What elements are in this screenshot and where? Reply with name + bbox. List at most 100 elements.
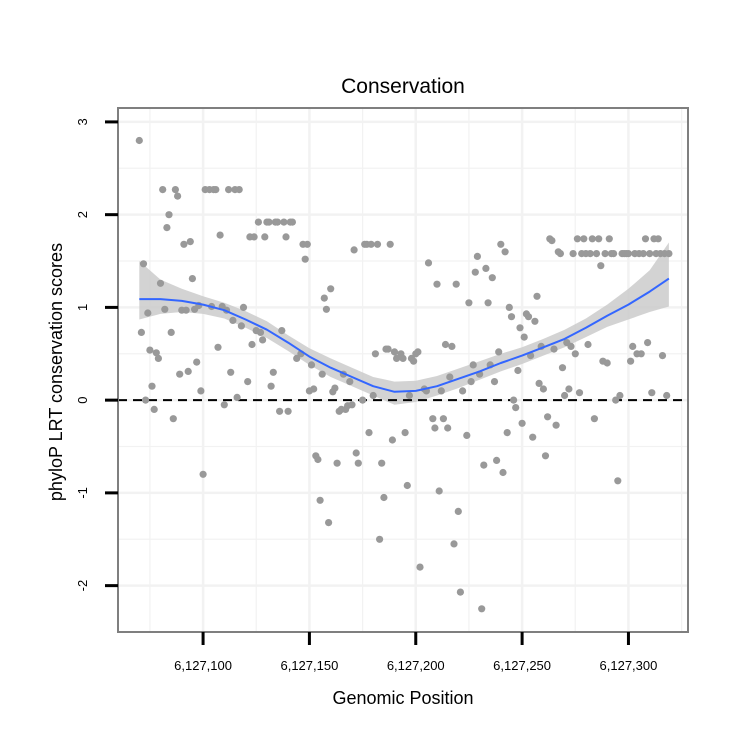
data-point bbox=[186, 238, 194, 246]
data-point bbox=[478, 605, 486, 613]
data-point bbox=[325, 519, 333, 527]
data-point bbox=[518, 419, 526, 427]
data-point bbox=[229, 316, 237, 324]
data-point bbox=[380, 493, 388, 502]
data-point bbox=[320, 294, 328, 302]
data-point bbox=[665, 250, 673, 258]
data-point bbox=[410, 357, 418, 365]
data-point bbox=[452, 280, 460, 288]
data-point bbox=[401, 429, 409, 437]
data-point bbox=[431, 424, 439, 432]
data-point bbox=[654, 235, 662, 243]
data-point bbox=[288, 218, 296, 226]
data-point bbox=[318, 370, 326, 378]
data-point bbox=[165, 211, 173, 219]
data-point bbox=[471, 268, 479, 276]
data-point bbox=[658, 352, 667, 360]
x-tick-label: 6,127,150 bbox=[280, 658, 338, 673]
data-point bbox=[301, 255, 309, 263]
data-point bbox=[465, 299, 473, 307]
data-point bbox=[184, 367, 192, 375]
data-point bbox=[552, 421, 560, 429]
data-point bbox=[588, 235, 596, 243]
data-point bbox=[565, 385, 573, 393]
data-point bbox=[171, 186, 179, 194]
data-point bbox=[233, 393, 241, 401]
data-point bbox=[648, 389, 656, 397]
data-point bbox=[135, 136, 143, 145]
data-point bbox=[556, 250, 565, 258]
data-point bbox=[265, 218, 273, 226]
data-point bbox=[176, 370, 184, 378]
data-point bbox=[509, 396, 518, 404]
data-point bbox=[154, 354, 162, 362]
data-point bbox=[244, 378, 252, 386]
data-point bbox=[601, 250, 609, 258]
data-point bbox=[605, 235, 613, 243]
data-point bbox=[310, 385, 318, 393]
data-point bbox=[373, 240, 382, 248]
data-point bbox=[284, 407, 292, 415]
data-point bbox=[429, 415, 437, 423]
data-point bbox=[167, 328, 175, 336]
data-point bbox=[139, 260, 148, 268]
data-point bbox=[454, 507, 462, 515]
data-point bbox=[558, 364, 567, 372]
data-point bbox=[529, 433, 537, 441]
data-point bbox=[416, 563, 424, 571]
data-point bbox=[174, 192, 182, 200]
data-point bbox=[482, 264, 490, 272]
data-point bbox=[367, 240, 375, 248]
data-point bbox=[146, 346, 154, 354]
data-point bbox=[399, 354, 407, 362]
data-point bbox=[278, 327, 286, 335]
data-point bbox=[507, 313, 516, 321]
data-point bbox=[269, 368, 277, 376]
data-point bbox=[446, 373, 454, 381]
data-point bbox=[592, 250, 601, 258]
data-point bbox=[182, 306, 190, 314]
smooth-line bbox=[139, 277, 670, 393]
data-point bbox=[590, 415, 599, 423]
y-tick-label: 2 bbox=[75, 211, 90, 218]
data-point bbox=[261, 233, 269, 241]
y-tick-label: 3 bbox=[75, 118, 90, 125]
data-point bbox=[495, 348, 503, 356]
data-point bbox=[327, 285, 335, 293]
data-point bbox=[646, 250, 654, 258]
y-tick-label: 1 bbox=[75, 304, 90, 311]
data-point bbox=[595, 235, 603, 243]
data-point bbox=[346, 378, 354, 386]
data-point bbox=[586, 250, 594, 258]
data-point bbox=[384, 345, 392, 353]
data-point bbox=[514, 366, 522, 375]
data-point bbox=[459, 387, 467, 395]
data-point bbox=[276, 407, 284, 415]
data-point bbox=[488, 274, 496, 282]
data-point bbox=[393, 354, 401, 362]
data-point bbox=[541, 452, 550, 460]
data-point bbox=[333, 459, 341, 467]
data-point bbox=[639, 250, 647, 258]
data-point bbox=[627, 357, 635, 365]
data-point bbox=[254, 218, 262, 226]
data-point bbox=[544, 413, 552, 421]
data-point bbox=[307, 361, 316, 369]
data-point bbox=[456, 588, 464, 596]
data-point bbox=[216, 231, 224, 239]
data-point bbox=[435, 487, 443, 495]
data-point bbox=[641, 235, 650, 243]
data-point bbox=[150, 405, 158, 413]
data-point bbox=[533, 292, 541, 300]
data-point bbox=[505, 303, 513, 311]
data-point bbox=[267, 382, 275, 390]
data-point bbox=[573, 235, 582, 243]
data-point bbox=[441, 340, 450, 349]
data-point bbox=[424, 259, 433, 267]
data-point bbox=[493, 456, 501, 464]
y-tick-label: -1 bbox=[75, 487, 90, 499]
data-point bbox=[539, 385, 548, 393]
data-point bbox=[259, 336, 267, 344]
data-point bbox=[280, 218, 288, 226]
